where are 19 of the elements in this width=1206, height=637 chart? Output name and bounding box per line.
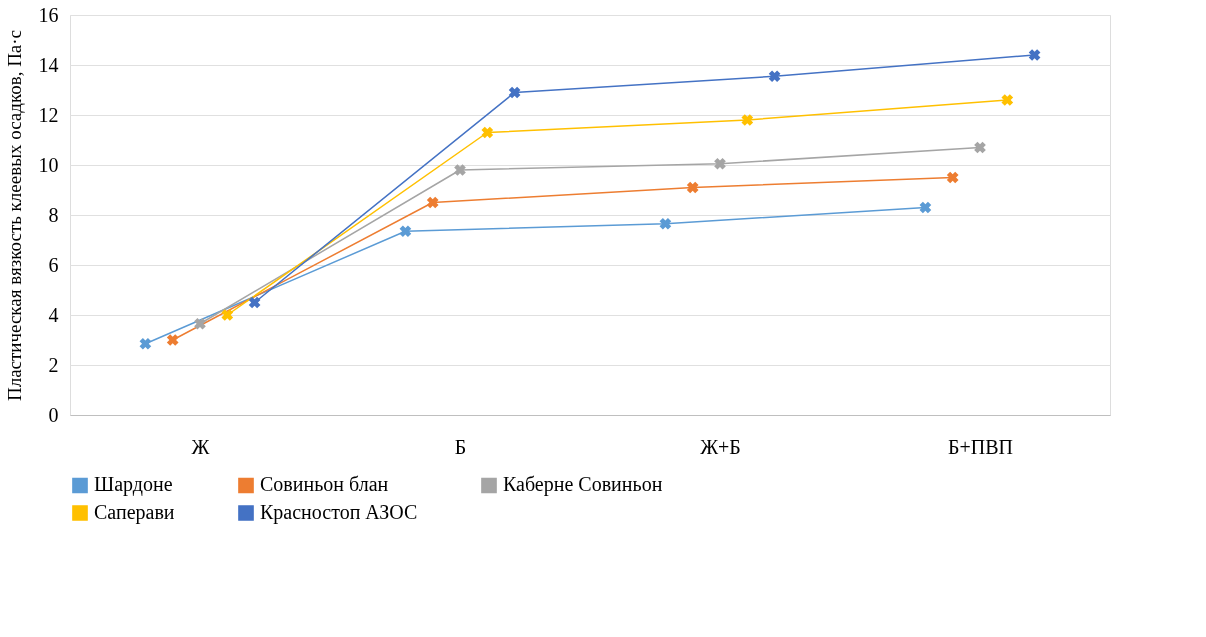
legend-label: Саперави: [94, 501, 175, 524]
y-tick-label: 12: [38, 103, 59, 126]
y-tick-label: 14: [38, 53, 59, 76]
y-axis-title: Пластическая вязкость клеевых осадков, Па·с: [3, 29, 25, 402]
legend-label: Совиньон блан: [260, 473, 389, 496]
x-tick-label: Ж+Б: [700, 435, 741, 458]
legend-label: Шардоне: [94, 473, 173, 497]
y-tick-label: 10: [38, 153, 59, 176]
x-tick-label: Б+ПВП: [948, 435, 1013, 458]
legend-label: Красностоп АЗОС: [260, 501, 418, 524]
y-tick-label: 16: [38, 3, 59, 26]
y-tick-label: 0: [48, 403, 59, 426]
y-tick-label: 6: [48, 253, 59, 276]
x-tick-label: Б: [454, 435, 467, 458]
y-tick-label: 4: [48, 303, 59, 326]
y-tick-label: 2: [48, 353, 59, 376]
y-tick-label: 8: [48, 203, 59, 226]
x-tick-label: Ж: [191, 435, 210, 458]
legend-label: Каберне Совиньон: [503, 473, 663, 497]
